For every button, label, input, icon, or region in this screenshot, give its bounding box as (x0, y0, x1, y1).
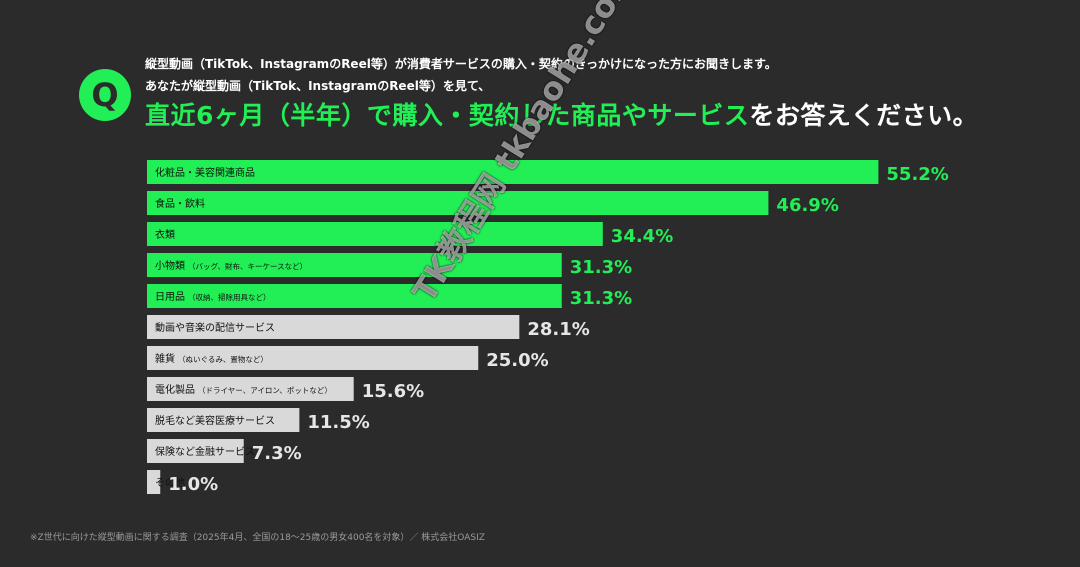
value-label-11: 1.0% (168, 474, 218, 495)
value-label-9: 11.5% (307, 412, 369, 433)
category-note: （ぬいぐるみ、置物など） (178, 354, 268, 364)
category-label-10: 保険など金融サービス (155, 445, 255, 458)
category-name: その他 (155, 476, 185, 489)
category-label-1: 化粧品・美容関連商品 (155, 166, 255, 179)
bar-9 (147, 408, 300, 432)
category-label-9: 脱毛など美容医療サービス (155, 414, 275, 427)
value-label-7: 25.0% (486, 350, 548, 371)
footnote: ※Z世代に向けた縦型動画に関する調査（2025年4月、全国の18～25歳の男女4… (30, 533, 485, 543)
category-name: 小物類 (155, 259, 185, 272)
bar-5 (147, 284, 562, 308)
category-name: 動画や音楽の配信サービス (155, 321, 275, 334)
question-intro: 縦型動画（TikTok、InstagramのReel等）が消費者サービスの購入・… (145, 57, 777, 71)
bar-2 (147, 191, 769, 215)
category-name: 脱毛など美容医療サービス (155, 414, 275, 427)
category-name: 化粧品・美容関連商品 (155, 166, 255, 179)
category-note: （バッグ、財布、キーケースなど） (188, 261, 307, 271)
category-name: 衣類 (155, 228, 175, 241)
bar-4 (147, 253, 562, 277)
category-note: （ドライヤー、アイロン、ポットなど） (198, 386, 332, 395)
question-context: あなたが縦型動画（TikTok、InstagramのReel等）を見て、 (145, 79, 491, 93)
question-title-highlight: 直近6ヶ月（半年）で購入・契約した商品やサービス (145, 101, 750, 130)
value-label-10: 7.3% (252, 443, 302, 464)
value-label-6: 28.1% (527, 319, 589, 340)
category-name: 日用品 (155, 291, 185, 303)
bar-7 (147, 346, 479, 370)
bar-10 (147, 439, 244, 463)
category-label-3: 衣類 (155, 228, 175, 241)
bar-8 (147, 377, 354, 401)
value-label-8: 15.6% (362, 381, 424, 402)
category-label-11: その他 (155, 476, 185, 489)
category-label-4: 小物類 （バッグ、財布、キーケースなど） (155, 259, 307, 272)
category-label-7: 雑貨 （ぬいぐるみ、置物など） (155, 352, 268, 365)
category-label-8: 電化製品 （ドライヤー、アイロン、ポットなど） (155, 383, 332, 396)
bar-1 (147, 160, 879, 184)
value-label-2: 46.9% (776, 195, 838, 216)
bar-6 (147, 315, 520, 339)
category-name: 保険など金融サービス (155, 445, 255, 458)
q-badge-letter: Q (91, 76, 118, 114)
category-note: （収納、掃除用具など） (188, 292, 271, 302)
category-name: 雑貨 (155, 352, 175, 365)
value-label-3: 34.4% (611, 226, 673, 247)
category-label-2: 食品・飲料 (155, 197, 205, 210)
value-label-5: 31.3% (570, 288, 632, 309)
category-name: 電化製品 (155, 383, 195, 396)
category-label-6: 動画や音楽の配信サービス (155, 321, 275, 334)
value-label-1: 55.2% (886, 164, 948, 185)
value-label-4: 31.3% (570, 257, 632, 278)
question-title: 直近6ヶ月（半年）で購入・契約した商品やサービスをお答えください。 (145, 96, 978, 132)
q-badge-icon: Q (79, 69, 131, 121)
category-label-5: 日用品 （収納、掃除用具など） (155, 291, 271, 303)
bar-3 (147, 222, 603, 246)
question-title-rest: をお答えください。 (749, 101, 979, 130)
category-name: 食品・飲料 (155, 197, 205, 210)
bar-11 (147, 470, 161, 494)
